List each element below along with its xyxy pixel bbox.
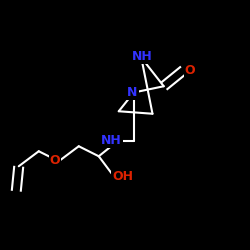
Text: NH: NH: [132, 50, 153, 63]
Text: NH: NH: [101, 134, 121, 146]
Text: O: O: [50, 154, 60, 166]
Text: O: O: [185, 64, 195, 76]
Text: OH: OH: [112, 170, 133, 183]
Text: N: N: [127, 86, 138, 99]
